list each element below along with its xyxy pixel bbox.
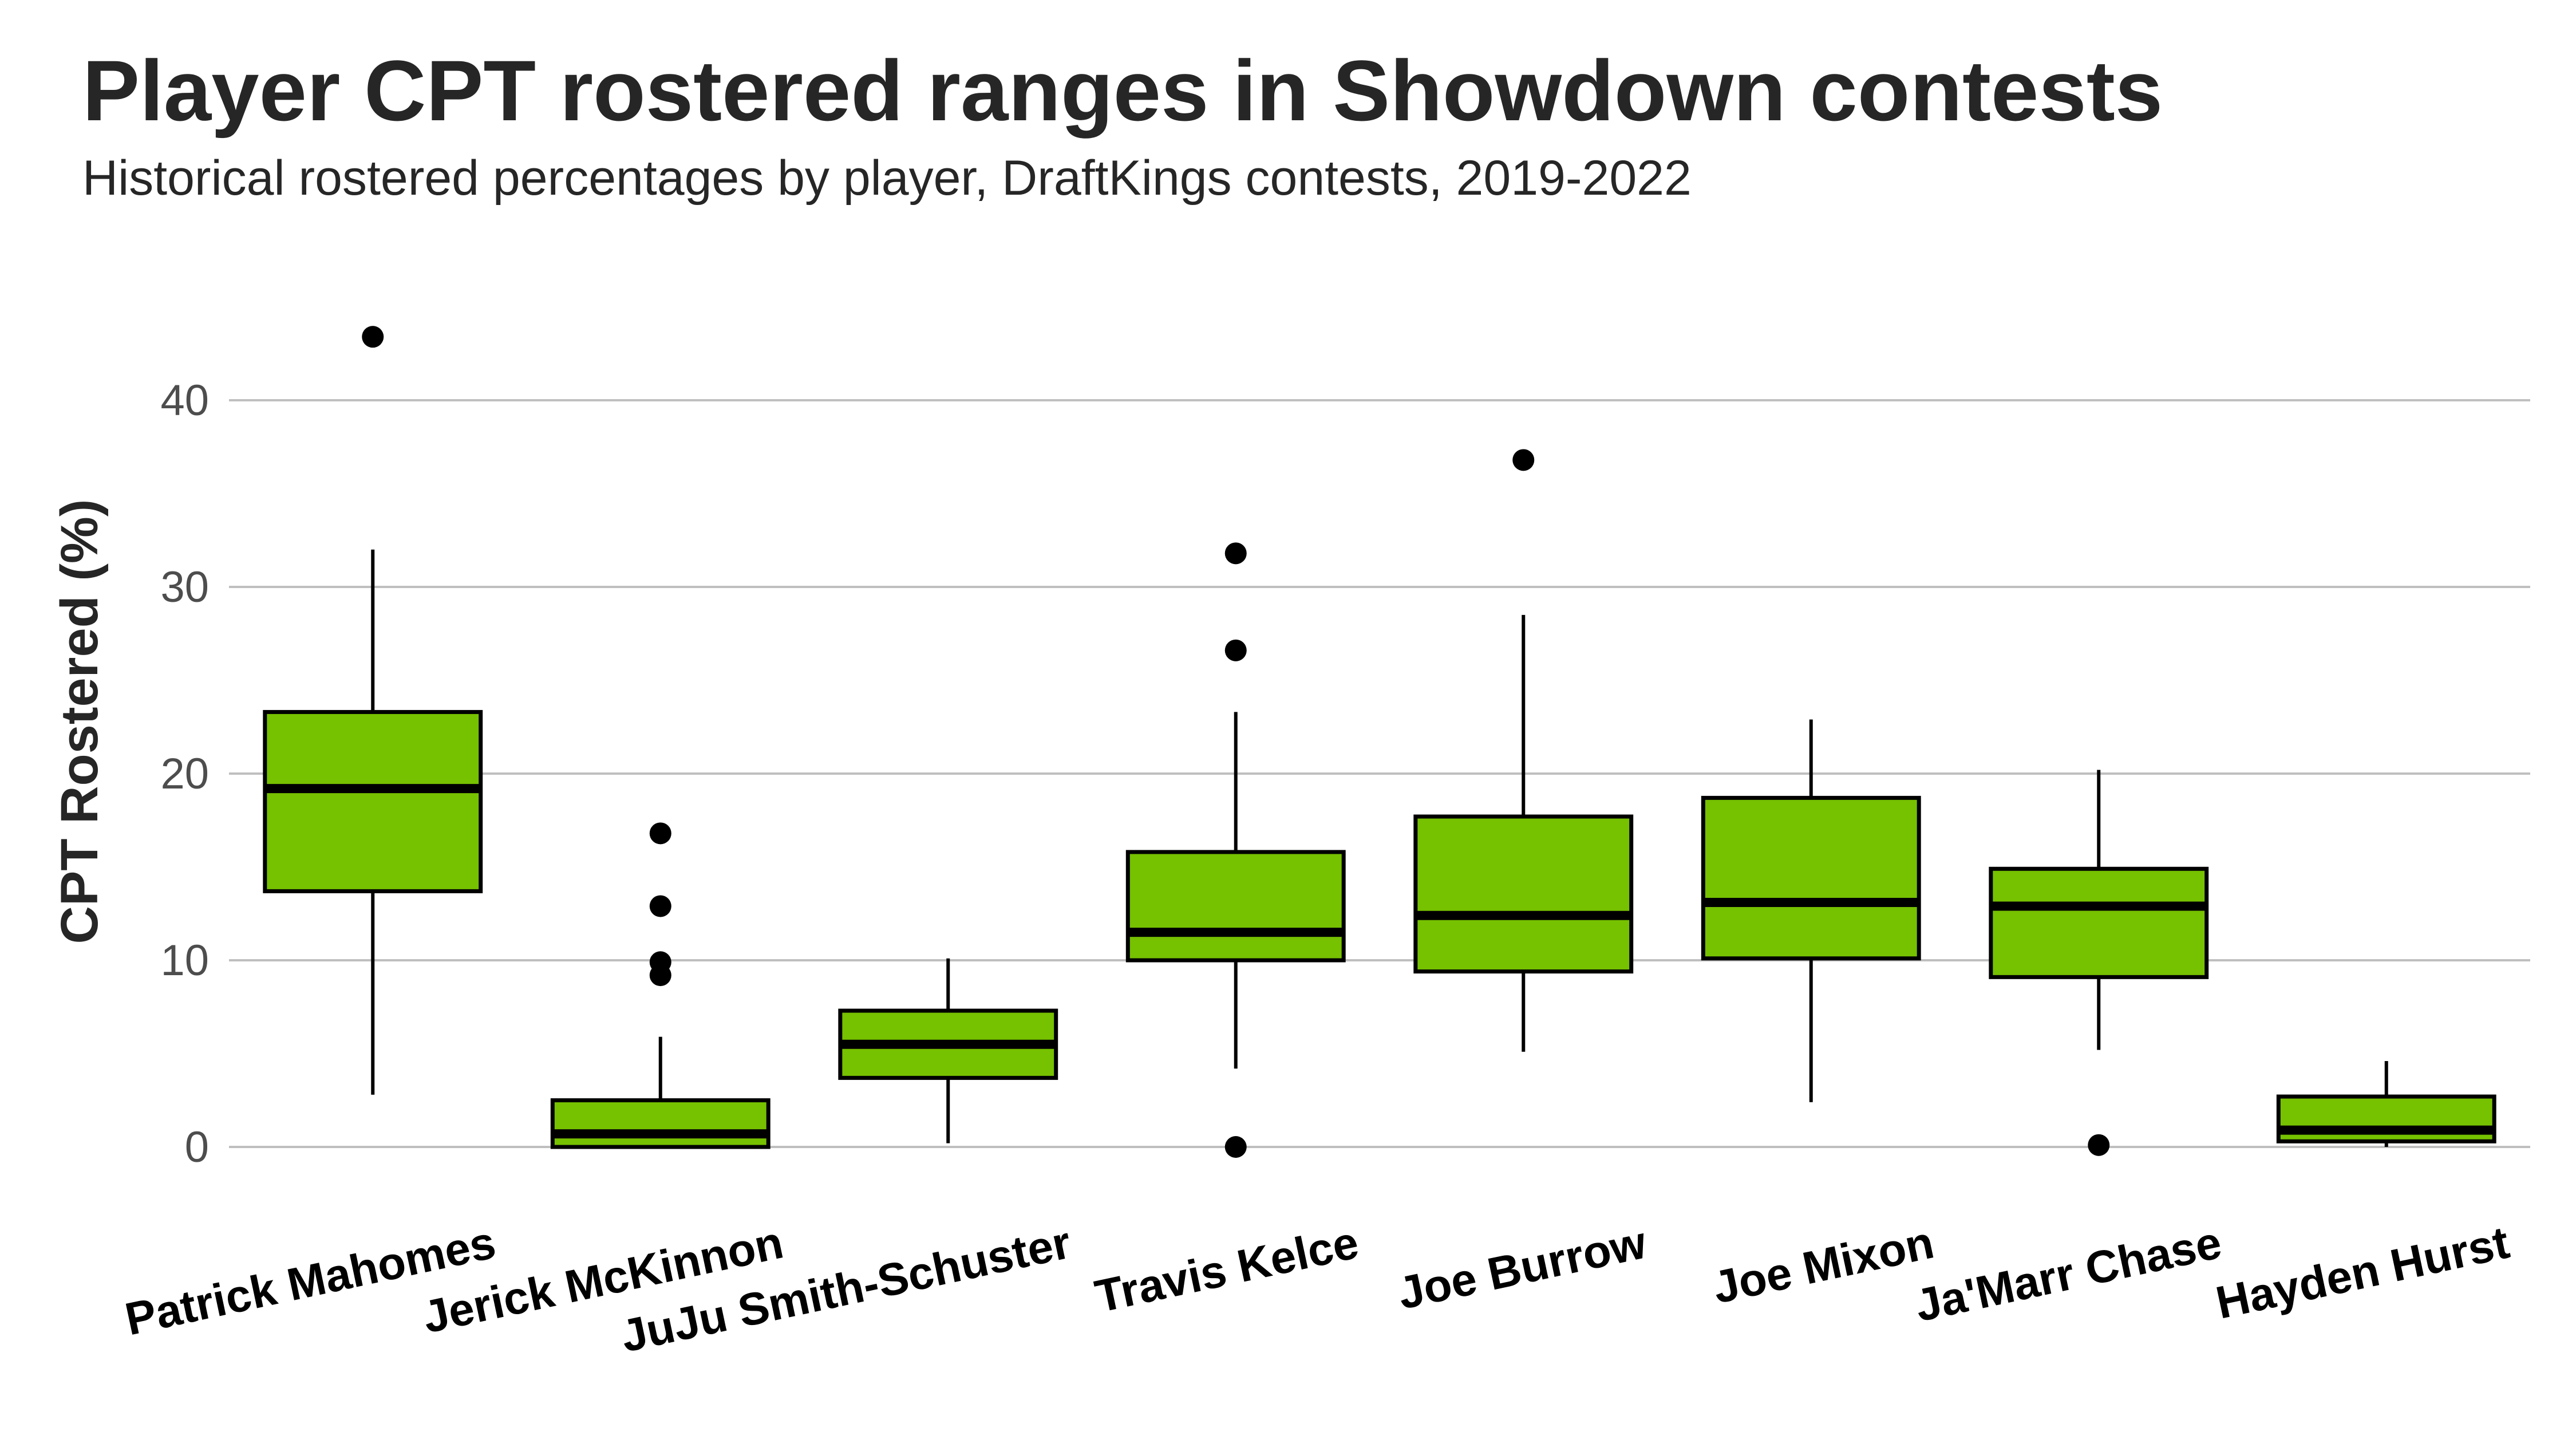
y-tick-label-20: 20 — [160, 750, 209, 798]
box-1 — [550, 822, 771, 1149]
outlier-point-0 — [362, 326, 384, 348]
boxes — [263, 326, 2496, 1158]
y-tick-label-0: 0 — [185, 1123, 209, 1172]
box-4 — [1413, 449, 1634, 1052]
box-0 — [263, 326, 483, 1095]
box-body — [1125, 850, 1346, 963]
y-tick-label-30: 30 — [160, 563, 209, 612]
y-axis-label: CPT Rostered (%) — [50, 499, 109, 944]
chart-subtitle: Historical rostered percentages by playe… — [82, 151, 1692, 206]
outlier-point-3 — [649, 822, 671, 845]
box-body — [550, 1098, 771, 1149]
outlier-point-2 — [1224, 542, 1247, 565]
box-body — [1701, 795, 1921, 961]
category-label-6: Ja'Marr Chase — [1911, 1217, 2226, 1331]
box-5 — [1701, 719, 1921, 1102]
box-3 — [1125, 542, 1346, 1158]
box-6 — [1989, 770, 2209, 1156]
box-body — [263, 709, 483, 893]
chart-title: Player CPT rostered ranges in Showdown c… — [82, 42, 2163, 139]
y-tick-label-10: 10 — [160, 936, 209, 985]
outlier-point-0 — [1512, 449, 1535, 471]
outlier-point-0 — [1224, 1136, 1247, 1158]
box-body — [1989, 866, 2209, 979]
box-2 — [838, 958, 1058, 1144]
y-axis-ticks: 0 10 20 30 40 — [160, 376, 209, 1172]
box-body — [1413, 814, 1634, 974]
category-label-7: Hayden Hurst — [2211, 1217, 2513, 1328]
outlier-point-2 — [649, 895, 671, 917]
box-7 — [2276, 1061, 2496, 1147]
outlier-point-1 — [1224, 639, 1247, 661]
outlier-point-1 — [649, 951, 671, 973]
outlier-point-0 — [2088, 1134, 2110, 1156]
category-label-4: Joe Burrow — [1393, 1216, 1651, 1319]
grid-lines — [229, 399, 2530, 1148]
category-label-5: Joe Mixon — [1709, 1217, 1938, 1313]
y-tick-label-40: 40 — [160, 376, 209, 425]
category-label-3: Travis Kelce — [1091, 1217, 1362, 1322]
